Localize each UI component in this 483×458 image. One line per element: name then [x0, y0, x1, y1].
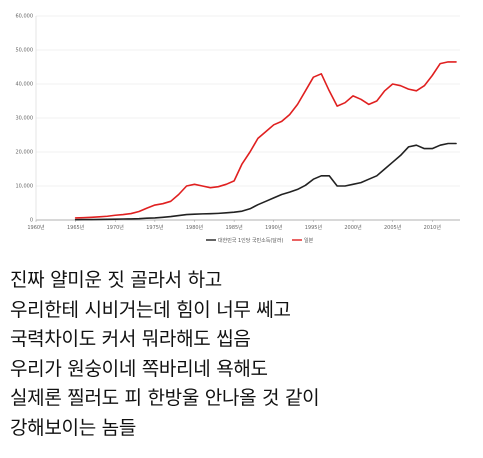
x-tick-label: 2000년 — [344, 224, 362, 231]
x-tick-label: 1985년 — [225, 224, 243, 231]
y-tick-label: 10,000 — [16, 184, 34, 190]
x-tick-label: 1990년 — [265, 224, 283, 231]
series-line-1 — [74, 61, 457, 219]
x-axis-ticks: 1960년 1965년 1970년 1975년 1980년 1985년 1990년 1995년… — [27, 220, 441, 231]
y-axis-ticks: 0 10,000 20,000 30,000 40,000 50,000 60,000 — [16, 14, 34, 224]
legend-label: 대한민국 1인당 국민소득(달러) — [218, 237, 284, 244]
x-tick-label: 1960년 — [27, 224, 45, 231]
x-tick-label: 1980년 — [186, 224, 204, 231]
chart-gridlines — [36, 15, 460, 187]
y-tick-label: 50,000 — [16, 48, 34, 54]
caption-line: 진짜 얄미운 짓 골라서 하고 — [10, 269, 222, 291]
caption-line: 국력차이도 커서 뭐라해도 씹음 — [10, 328, 251, 350]
x-tick-label: 1995년 — [305, 224, 323, 231]
chart-series — [74, 61, 457, 221]
caption-line: 실제론 찔러도 피 한방울 안나올 것 같이 — [10, 387, 320, 409]
chart-legend: 대한민국 1인당 국민소득(달러) 일본 — [206, 237, 314, 244]
y-tick-label: 60,000 — [16, 14, 34, 20]
caption-line: 우리가 원숭이네 쪽바리네 욕해도 — [10, 357, 268, 380]
x-tick-label: 1970년 — [107, 224, 125, 231]
y-tick-label: 40,000 — [16, 82, 34, 88]
x-tick-label: 2005년 — [384, 224, 402, 231]
legend-label: 일본 — [304, 237, 314, 244]
income-line-chart: 0 10,000 20,000 30,000 40,000 50,000 60,000 19… — [16, 14, 460, 244]
y-tick-label: 30,000 — [16, 116, 34, 122]
x-tick-label: 1975년 — [146, 224, 164, 231]
chart-canvas: 0 10,000 20,000 30,000 40,000 50,000 60,000 19… — [16, 14, 460, 244]
y-tick-label: 20,000 — [16, 150, 34, 156]
x-tick-label: 1965년 — [67, 224, 85, 231]
series-line-0 — [74, 142, 457, 221]
y-tick-label: 0 — [30, 218, 33, 224]
caption-line: 우리한테 시비거는데 힘이 너무 쎄고 — [10, 298, 291, 321]
caption-line: 강해보이는 놈들 — [10, 416, 137, 439]
x-tick-label: 2010년 — [424, 224, 442, 231]
caption-text: 진짜 얄미운 짓 골라서 하고 우리한테 시비거는데 힘이 너무 쎄고 국력차이… — [10, 266, 480, 443]
